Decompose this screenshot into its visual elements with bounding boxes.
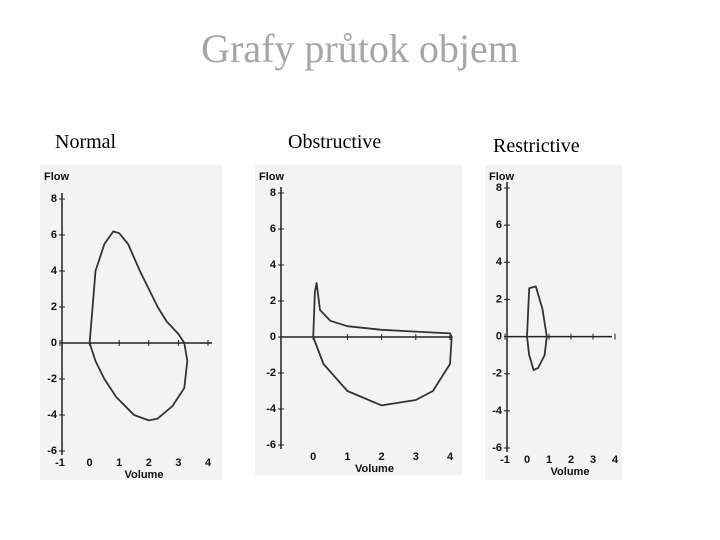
- y-tick-label: 2: [270, 295, 276, 307]
- panel-background: [40, 165, 222, 480]
- x-axis-label: Volume: [125, 469, 164, 481]
- x-tick-label: -1: [500, 454, 510, 466]
- x-axis-label: Volume: [355, 463, 394, 475]
- y-tick-label: 4: [270, 259, 277, 271]
- x-tick-label: 0: [524, 454, 530, 466]
- panel-background: [255, 165, 462, 475]
- y-tick-label: -2: [266, 367, 276, 379]
- y-tick-label: -6: [47, 445, 57, 457]
- x-tick-label: 0: [310, 451, 316, 463]
- y-tick-label: 8: [270, 187, 276, 199]
- y-tick-label: -4: [266, 403, 277, 415]
- x-tick-label: 4: [612, 454, 619, 466]
- x-tick-label: 3: [590, 454, 596, 466]
- y-tick-label: 2: [496, 293, 502, 305]
- flow-volume-loop: [526, 285, 548, 371]
- y-tick-label: -4: [492, 405, 503, 417]
- x-tick-label: -1: [55, 457, 65, 469]
- x-tick-label: 4: [447, 451, 454, 463]
- y-axis-label: Flow: [259, 171, 284, 183]
- x-tick-label: 2: [379, 451, 385, 463]
- y-tick-label: 4: [496, 256, 503, 268]
- x-tick-label: 2: [568, 454, 574, 466]
- flow-volume-loop: [312, 282, 453, 407]
- panel-heading: Obstructive: [288, 131, 381, 153]
- x-tick-label: 2: [146, 457, 152, 469]
- y-tick-label: 0: [270, 331, 276, 343]
- y-axis-label: Flow: [44, 171, 69, 183]
- y-axis-label: Flow: [489, 171, 514, 183]
- y-tick-label: 4: [51, 265, 58, 277]
- y-tick-label: 6: [270, 223, 276, 235]
- x-tick-label: 0: [87, 457, 93, 469]
- panel-heading: Restrictive: [493, 135, 580, 157]
- y-tick-label: 2: [51, 301, 57, 313]
- y-tick-label: -4: [47, 409, 58, 421]
- y-tick-label: 8: [496, 182, 502, 194]
- y-tick-label: 6: [496, 219, 502, 231]
- x-tick-label: 4: [205, 457, 212, 469]
- panel-background: [485, 165, 622, 480]
- y-tick-label: 6: [51, 229, 57, 241]
- y-tick-label: 8: [51, 193, 57, 205]
- x-tick-label: 1: [116, 457, 122, 469]
- panel-heading: Normal: [55, 131, 117, 153]
- x-tick-label: 1: [344, 451, 350, 463]
- y-tick-label: -2: [492, 368, 502, 380]
- x-tick-label: 3: [175, 457, 181, 469]
- y-tick-label: 0: [51, 337, 57, 349]
- slide-title: Grafy průtok objem: [201, 26, 519, 71]
- y-tick-label: -6: [492, 442, 502, 454]
- y-tick-label: 0: [496, 330, 502, 342]
- y-tick-label: -2: [47, 373, 57, 385]
- flow-volume-loop: [88, 230, 189, 422]
- y-tick-label: -6: [266, 439, 276, 451]
- x-axis-label: Volume: [551, 466, 590, 478]
- x-tick-label: 3: [413, 451, 419, 463]
- x-tick-label: 1: [546, 454, 552, 466]
